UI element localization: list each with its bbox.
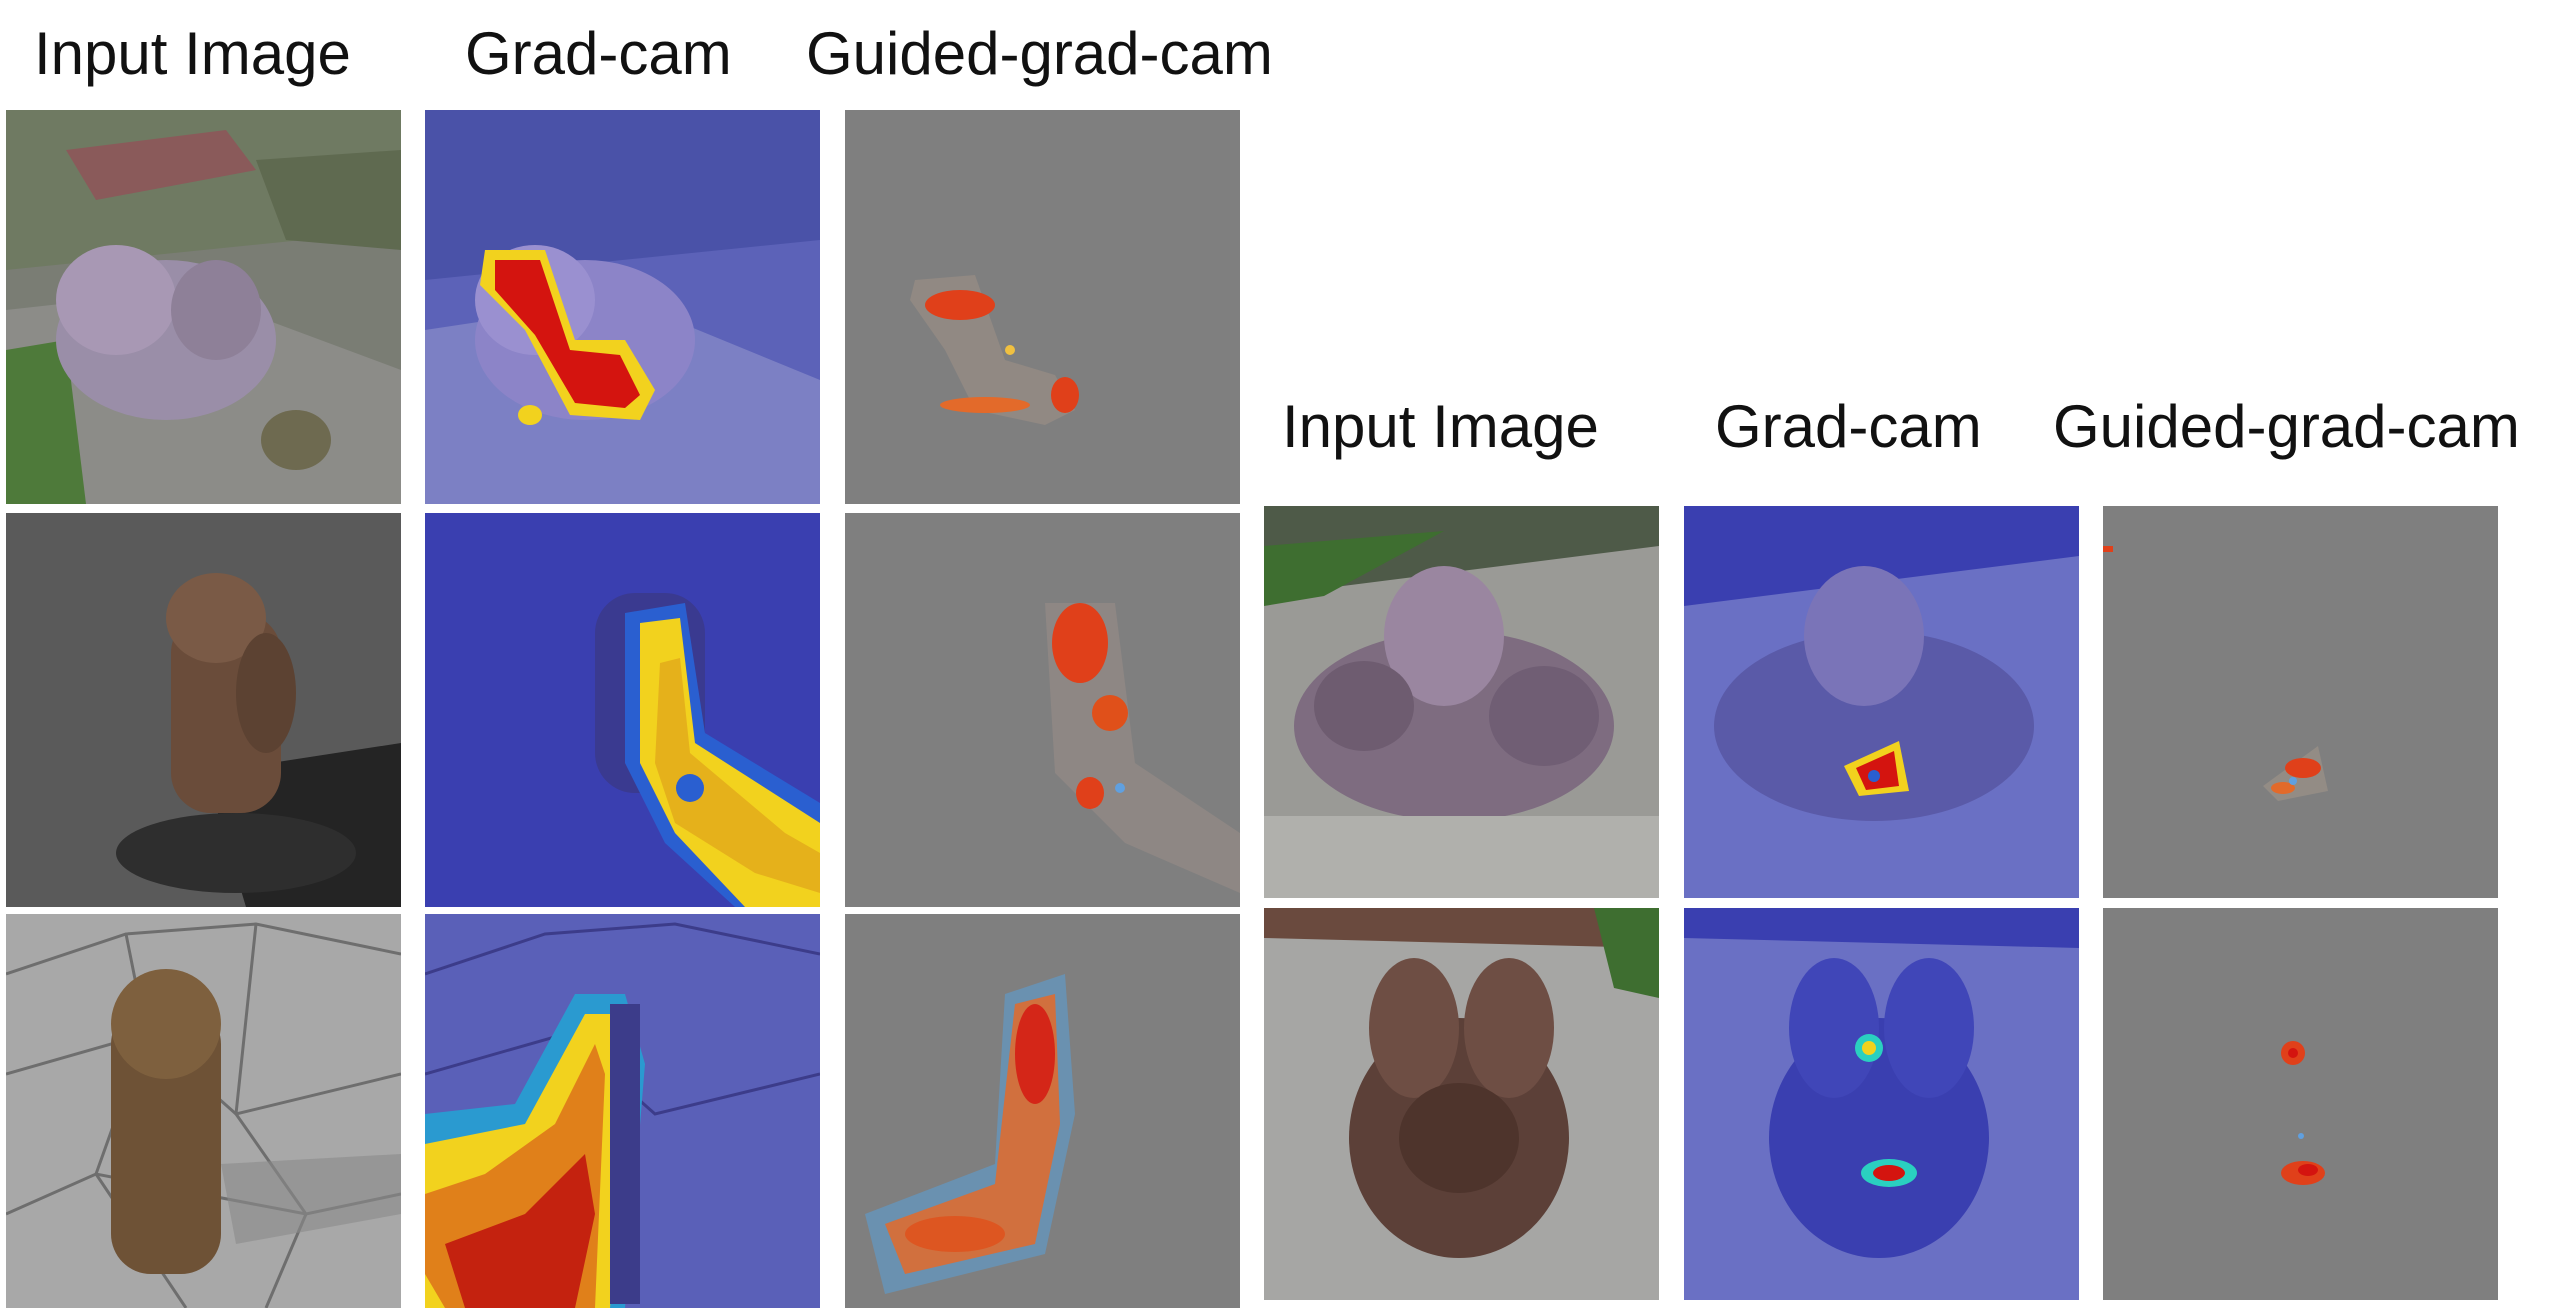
left-row3-grad-cam bbox=[425, 914, 820, 1308]
left-row3-input-image bbox=[6, 914, 401, 1308]
right-row1-guided-grad-cam bbox=[2103, 506, 2498, 898]
left-row1-guided-grad-cam bbox=[845, 110, 1240, 504]
left-row3-guided-grad-cam bbox=[845, 914, 1240, 1308]
right-row1-grad-cam bbox=[1684, 506, 2079, 898]
left-row2-grad-cam bbox=[425, 513, 820, 907]
left-header-input-image: Input Image bbox=[34, 20, 351, 87]
left-header-grad-cam: Grad-cam bbox=[465, 20, 732, 87]
right-row2-grad-cam bbox=[1684, 908, 2079, 1300]
left-row1-input-image bbox=[6, 110, 401, 504]
right-header-input-image: Input Image bbox=[1282, 393, 1599, 460]
left-row2-guided-grad-cam bbox=[845, 513, 1240, 907]
right-row1-input-image bbox=[1264, 506, 1659, 898]
right-header-guided-grad-cam: Guided-grad-cam bbox=[2053, 393, 2520, 460]
right-header-grad-cam: Grad-cam bbox=[1715, 393, 1982, 460]
left-row1-grad-cam bbox=[425, 110, 820, 504]
right-row2-guided-grad-cam bbox=[2103, 908, 2498, 1300]
right-row2-input-image bbox=[1264, 908, 1659, 1300]
left-header-guided-grad-cam: Guided-grad-cam bbox=[806, 20, 1273, 87]
left-row2-input-image bbox=[6, 513, 401, 907]
